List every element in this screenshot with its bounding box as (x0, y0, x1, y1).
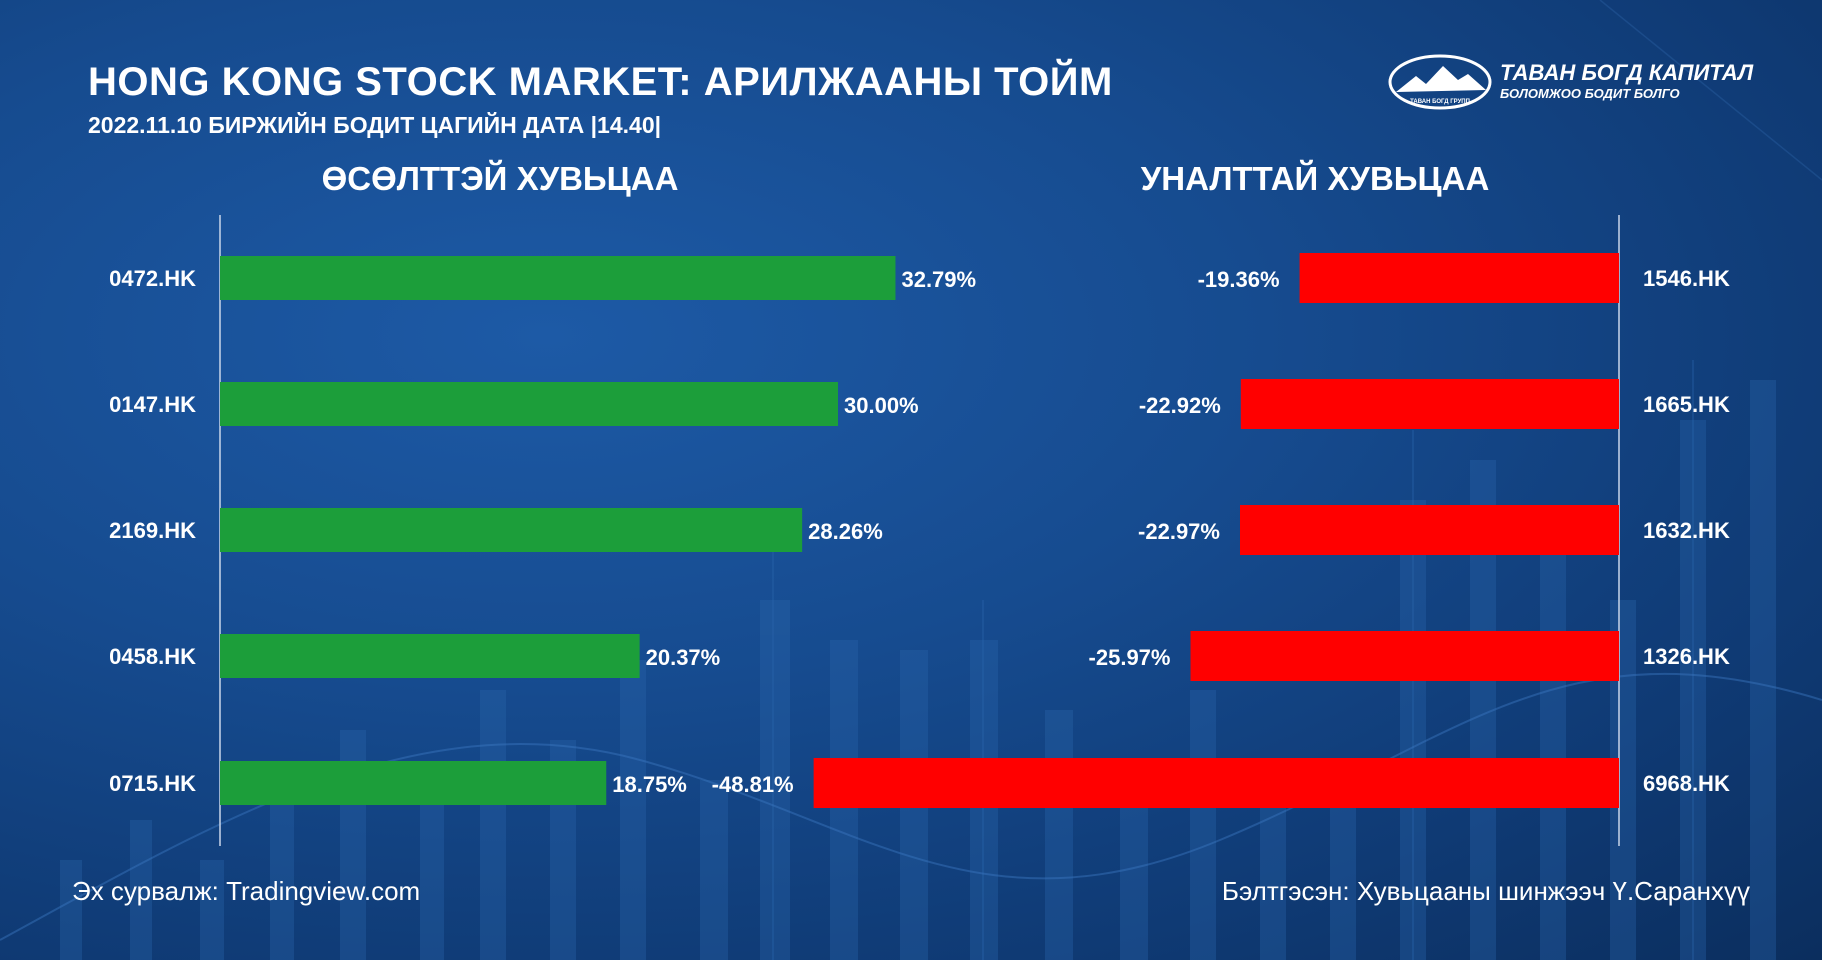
loser-bar (813, 758, 1619, 808)
loser-value-label: -25.97% (1089, 645, 1171, 670)
mountain-logo-icon: ТАВАН БОГД ГРУПП (1388, 54, 1492, 110)
company-logo: ТАВАН БОГД ГРУПП ТАВАН БОГД КАПИТАЛ БОЛО… (1388, 54, 1753, 110)
loser-bar (1239, 505, 1619, 555)
logo-name: ТАВАН БОГД КАПИТАЛ (1500, 60, 1754, 85)
gainer-bar (220, 508, 803, 552)
page-subtitle: 2022.11.10 БИРЖИЙН БОДИТ ЦАГИЙН ДАТА |14… (88, 112, 662, 138)
logo-tagline: БОЛОМЖОО БОДИТ БОЛГО (1500, 86, 1680, 101)
gainer-bar (220, 761, 607, 805)
loser-ticker-label: 6968.HK (1643, 771, 1730, 796)
loser-bar (1240, 379, 1619, 429)
loser-bar (1190, 631, 1619, 681)
gainer-ticker-label: 0472.HK (109, 266, 196, 291)
author-note: Бэлтгэсэн: Хувьцааны шинжээч Ү.Саранхүү (1221, 876, 1750, 906)
gainer-value-label: 18.75% (612, 772, 687, 797)
gainer-value-label: 30.00% (844, 393, 919, 418)
loser-value-label: -22.97% (1138, 519, 1220, 544)
gainer-bar (220, 634, 640, 678)
loser-value-label: -48.81% (712, 772, 794, 797)
gainer-ticker-label: 2169.HK (109, 518, 196, 543)
gainer-value-label: 20.37% (646, 645, 721, 670)
loser-bar (1299, 253, 1619, 303)
gainer-value-label: 32.79% (901, 267, 976, 292)
gainer-ticker-label: 0147.HK (109, 392, 196, 417)
loser-ticker-label: 1665.HK (1643, 392, 1730, 417)
gainer-ticker-label: 0458.HK (109, 644, 196, 669)
page-title: HONG KONG STOCK MARKET: АРИЛЖААНЫ ТОЙМ (88, 60, 1113, 104)
loser-ticker-label: 1632.HK (1643, 518, 1730, 543)
gainer-value-label: 28.26% (808, 519, 883, 544)
gainer-bar (220, 382, 838, 426)
loser-value-label: -19.36% (1198, 267, 1280, 292)
logo-emblem-text: ТАВАН БОГД ГРУПП (1410, 99, 1470, 105)
loser-ticker-label: 1326.HK (1643, 644, 1730, 669)
gainers-panel-title: ӨСӨЛТТЭЙ ХУВЬЦАА (321, 160, 679, 197)
loser-ticker-label: 1546.HK (1643, 266, 1730, 291)
losers-panel-title: УНАЛТТАЙ ХУВЬЦАА (1140, 160, 1490, 197)
gainer-ticker-label: 0715.HK (109, 771, 196, 796)
source-note: Эх сурвалж: Tradingview.com (72, 876, 421, 906)
loser-value-label: -22.92% (1139, 393, 1221, 418)
gainer-bar (220, 256, 896, 300)
